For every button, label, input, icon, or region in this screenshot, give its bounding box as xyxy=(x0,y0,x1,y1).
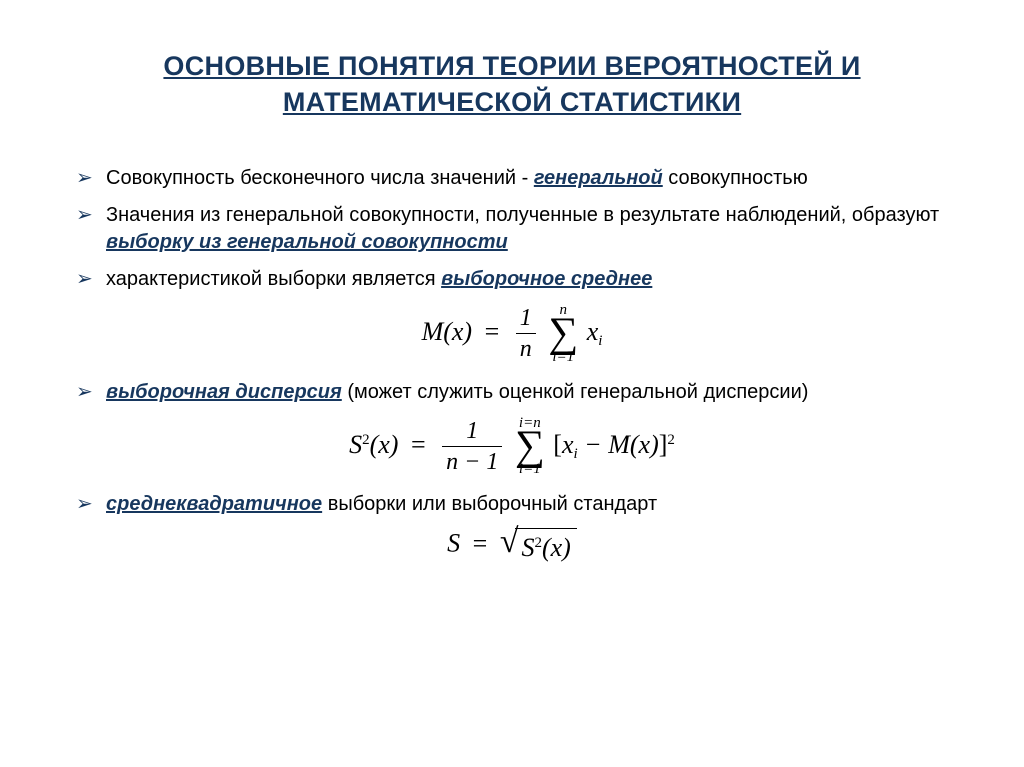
equals-sign: = xyxy=(411,430,426,459)
formula-variance: S2(x) = 1 n − 1 i=n ∑ i=1 [xi − M(x)]2 xyxy=(70,416,954,478)
square-root: √ S2(x) xyxy=(500,528,577,563)
summation: n ∑ i=1 xyxy=(548,303,578,365)
summation: i=n ∑ i=1 xyxy=(515,416,545,478)
radicand-sup: 2 xyxy=(534,535,542,551)
term-sample-variance: выборочная дисперсия xyxy=(106,381,342,403)
bullet-text: (может служить оценкой генеральной диспе… xyxy=(342,381,809,403)
term-std-dev: среднеквадратичное xyxy=(106,493,322,515)
bullet-text: выборки или выборочный стандарт xyxy=(322,493,657,515)
radicand-arg: (x) xyxy=(542,533,571,562)
bullet-text: характеристикой выборки является xyxy=(106,268,441,290)
formula-term-var: x xyxy=(562,430,574,459)
bullet-list: выборочная дисперсия (может служить оцен… xyxy=(70,379,954,406)
bullet-text: Совокупность бесконечного числа значений… xyxy=(106,167,534,189)
fraction-denominator: n xyxy=(516,334,536,363)
bullet-item-4: выборочная дисперсия (может служить оцен… xyxy=(70,379,954,406)
fraction: 1 n − 1 xyxy=(442,418,502,476)
bullet-item-2: Значения из генеральной совокупности, по… xyxy=(70,202,954,256)
equals-sign: = xyxy=(473,529,488,558)
term-general-population: генеральной xyxy=(534,167,663,189)
bullet-text: совокупностью xyxy=(663,167,808,189)
formula-rhs-sub: i xyxy=(598,333,602,349)
formula-lhs-arg: (x) xyxy=(370,430,399,459)
sigma-icon: ∑ xyxy=(548,315,578,353)
bullet-text: Значения из генеральной совокупности, по… xyxy=(106,204,939,226)
term-sample-mean: выборочное среднее xyxy=(441,268,652,290)
formula-minus-term: − M(x) xyxy=(578,430,659,459)
formula-mean: M(x) = 1 n n ∑ i=1 xi xyxy=(70,303,954,365)
term-sample: выборку из генеральной совокупности xyxy=(106,231,508,253)
sum-lower: i=1 xyxy=(548,350,578,365)
fraction-numerator: 1 xyxy=(442,418,502,447)
formula-lhs: S xyxy=(447,529,460,558)
equals-sign: = xyxy=(485,317,500,346)
bullet-list: среднеквадратичное выборки или выборочны… xyxy=(70,491,954,518)
fraction: 1 n xyxy=(516,305,536,363)
bullet-item-3: характеристикой выборки является выбороч… xyxy=(70,266,954,293)
formula-rhs-var: x xyxy=(587,317,599,346)
formula-lhs: M(x) xyxy=(422,317,473,346)
sigma-icon: ∑ xyxy=(515,428,545,466)
slide-title: ОСНОВНЫЕ ПОНЯТИЯ ТЕОРИИ ВЕРОЯТНОСТЕЙ И М… xyxy=(70,48,954,121)
bullet-list: Совокупность бесконечного числа значений… xyxy=(70,165,954,293)
sum-lower: i=1 xyxy=(515,462,545,477)
fraction-denominator: n − 1 xyxy=(442,447,502,476)
formula-lhs-sup: 2 xyxy=(362,432,370,448)
bullet-item-5: среднеквадратичное выборки или выборочны… xyxy=(70,491,954,518)
radicand-base: S xyxy=(521,533,534,562)
formula-outer-sup: 2 xyxy=(667,432,675,448)
bullet-item-1: Совокупность бесконечного числа значений… xyxy=(70,165,954,192)
radicand: S2(x) xyxy=(515,528,576,563)
formula-std: S = √ S2(x) xyxy=(70,528,954,563)
bracket-left: [ xyxy=(553,430,562,459)
fraction-numerator: 1 xyxy=(516,305,536,334)
formula-lhs-base: S xyxy=(349,430,362,459)
